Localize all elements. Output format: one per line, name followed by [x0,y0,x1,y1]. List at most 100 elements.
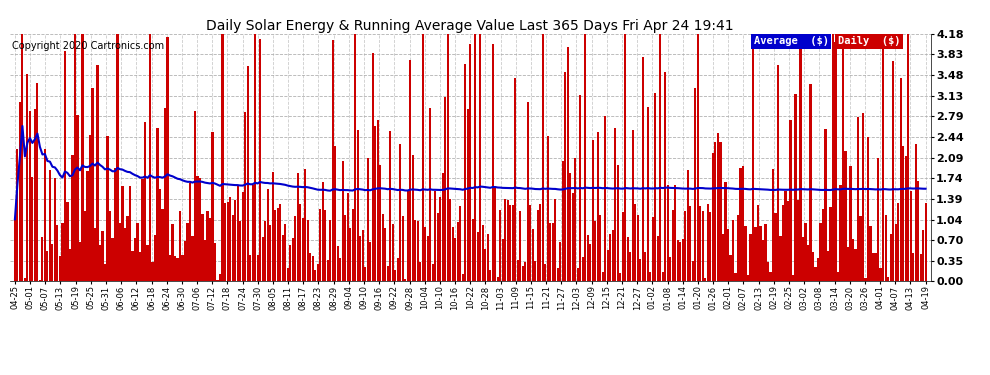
Bar [807,245,809,281]
Bar [566,47,569,281]
Bar [399,144,401,281]
Bar [757,205,759,281]
Bar [477,232,479,281]
Bar [644,252,646,281]
Bar [507,200,509,281]
Bar [635,204,637,281]
Bar [895,224,897,281]
Bar [137,223,139,281]
Bar [147,245,148,281]
Bar [874,253,876,281]
Bar [535,261,537,281]
Bar [39,280,41,281]
Bar [384,228,386,281]
Bar [124,228,126,281]
Bar [699,206,702,281]
Bar [884,215,887,281]
Bar [387,266,389,281]
Bar [440,197,442,281]
Bar [254,34,256,281]
Text: Average  ($): Average ($) [753,36,829,46]
Bar [227,202,229,281]
Bar [445,97,446,281]
Bar [312,256,314,281]
Bar [604,116,607,281]
Bar [429,108,432,281]
Bar [630,252,632,281]
Bar [334,146,337,281]
Bar [797,200,799,281]
Bar [735,273,737,281]
Bar [96,65,99,281]
Bar [307,220,309,281]
Bar [710,212,712,281]
Bar [376,120,379,281]
Bar [817,258,819,281]
Bar [106,136,109,281]
Bar [589,244,591,281]
Bar [129,186,131,281]
Bar [199,178,201,281]
Bar [299,204,301,281]
Bar [482,225,484,281]
Bar [864,278,866,281]
Bar [659,34,661,281]
Bar [579,96,581,281]
Bar [289,245,291,281]
Bar [830,207,832,281]
Bar [669,256,671,281]
Bar [599,216,601,281]
Bar [69,249,71,281]
Bar [219,274,221,281]
Bar [19,102,21,281]
Bar [582,257,584,281]
Bar [692,261,694,281]
Bar [484,249,486,281]
Bar [66,202,68,281]
Bar [727,229,729,281]
Bar [424,227,427,281]
Bar [712,153,714,281]
Bar [682,239,684,281]
Bar [304,169,306,281]
Bar [64,51,66,281]
Bar [815,267,817,281]
Bar [404,279,406,281]
Bar [469,44,471,281]
Bar [587,235,589,281]
Bar [651,217,654,281]
Bar [852,239,854,281]
Bar [900,78,902,281]
Bar [704,278,707,281]
Bar [887,277,889,281]
Bar [237,186,239,281]
Bar [730,255,732,281]
Bar [897,203,899,281]
Bar [127,216,129,281]
Bar [244,112,247,281]
Bar [640,259,642,281]
Bar [764,224,766,281]
Bar [86,171,88,281]
Bar [317,264,319,281]
Bar [191,236,194,281]
Bar [422,34,424,281]
Bar [274,210,276,281]
Bar [842,34,844,281]
Bar [351,209,353,281]
Bar [672,210,674,281]
Bar [649,272,651,281]
Bar [37,83,39,281]
Bar [84,211,86,281]
Bar [602,272,604,281]
Bar [835,42,837,281]
Bar [746,275,749,281]
Bar [345,215,346,281]
Bar [369,242,371,281]
Bar [324,210,326,281]
Bar [569,173,571,281]
Bar [442,173,444,281]
Bar [329,220,332,281]
Bar [461,274,463,281]
Bar [176,258,178,281]
